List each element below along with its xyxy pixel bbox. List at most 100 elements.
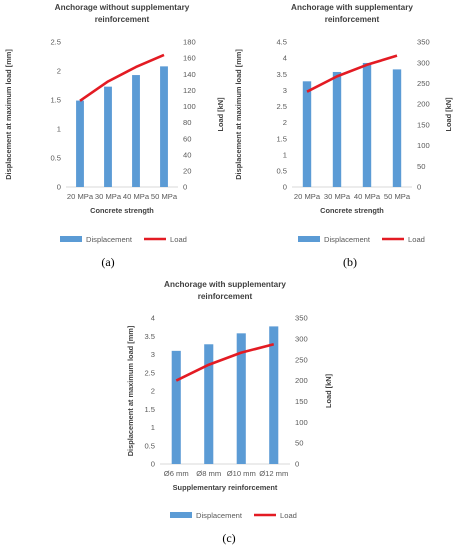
y-axis-label: Displacement at maximum load [mm] xyxy=(4,49,13,180)
y2-tick-label: 40 xyxy=(183,150,191,159)
x-tick-label: 30 MPa xyxy=(324,192,351,201)
legend-label-load: Load xyxy=(408,235,425,244)
x-tick-label: 50 MPa xyxy=(384,192,411,201)
y2-axis-label: Load [kN] xyxy=(444,97,453,132)
y2-tick-label: 60 xyxy=(183,134,191,143)
y2-tick-label: 350 xyxy=(417,38,430,47)
y2-tick-label: 120 xyxy=(183,86,196,95)
x-tick-label: 50 MPa xyxy=(151,192,178,201)
legend-swatch-displacement xyxy=(298,236,320,242)
y2-tick-label: 100 xyxy=(183,102,196,111)
y2-axis-label: Load [kN] xyxy=(216,97,225,132)
y2-tick-label: 0 xyxy=(183,183,187,192)
y-tick-label: 0.5 xyxy=(50,154,61,163)
x-tick-label: 20 MPa xyxy=(294,192,321,201)
bar-displacement xyxy=(236,333,246,464)
y2-tick-label: 300 xyxy=(295,334,308,343)
legend-label-load: Load xyxy=(280,511,297,520)
y-tick-label: 1 xyxy=(283,150,287,159)
y2-tick-label: 140 xyxy=(183,70,196,79)
y-tick-label: 2.5 xyxy=(50,38,61,47)
legend-label-displacement: Displacement xyxy=(86,235,133,244)
caption-a: (a) xyxy=(101,255,114,269)
y-tick-label: 2 xyxy=(283,118,287,127)
bar-displacement xyxy=(332,71,342,187)
x-tick-label: Ø12 mm xyxy=(259,469,288,478)
y2-tick-label: 100 xyxy=(295,418,308,427)
y2-tick-label: 250 xyxy=(417,79,430,88)
x-tick-label: 20 MPa xyxy=(67,192,94,201)
caption-b: (b) xyxy=(343,255,357,269)
y-tick-label: 0.5 xyxy=(144,441,155,450)
x-axis-label: Concrete strength xyxy=(90,206,154,215)
x-tick-label: Ø8 mm xyxy=(196,469,221,478)
bar-displacement xyxy=(104,86,112,187)
y2-tick-label: 150 xyxy=(417,120,430,129)
y2-tick-label: 150 xyxy=(295,397,308,406)
chart-c: Anchorage with supplementary reinforcemen… xyxy=(126,280,333,520)
bar-displacement xyxy=(76,100,84,187)
chart-title: reinforcement xyxy=(325,15,380,24)
y2-tick-label: 300 xyxy=(417,58,430,67)
line-load xyxy=(306,54,398,93)
y-tick-label: 0 xyxy=(57,183,61,192)
y-tick-label: 3 xyxy=(151,350,155,359)
y-axis-label: Displacement at maximum load [mm] xyxy=(234,49,243,180)
y-tick-label: 0.5 xyxy=(276,166,287,175)
chart-title: Anchorage without supplementary xyxy=(55,3,190,12)
y2-tick-label: 100 xyxy=(417,141,430,150)
y2-tick-label: 180 xyxy=(183,38,196,47)
bar-displacement xyxy=(392,69,402,187)
bar-displacement xyxy=(269,326,279,464)
y2-tick-label: 80 xyxy=(183,118,191,127)
y-axis-label: Displacement at maximum load [mm] xyxy=(126,325,135,456)
x-tick-label: 30 MPa xyxy=(95,192,122,201)
y-tick-label: 1.5 xyxy=(50,96,61,105)
y-tick-label: 1 xyxy=(57,125,61,134)
bar-displacement xyxy=(171,350,181,464)
legend-label-displacement: Displacement xyxy=(324,235,371,244)
line-load xyxy=(79,53,165,102)
y-tick-label: 1.5 xyxy=(144,405,155,414)
bar-displacement xyxy=(302,81,312,187)
y-tick-label: 3.5 xyxy=(144,332,155,341)
y-tick-label: 0 xyxy=(283,183,287,192)
x-axis-label: Concrete strength xyxy=(320,206,384,215)
y2-tick-label: 200 xyxy=(295,376,308,385)
y2-axis-label: Load [kN] xyxy=(324,373,333,408)
bar-displacement xyxy=(204,344,214,464)
y-tick-label: 1 xyxy=(151,423,155,432)
y-tick-label: 4 xyxy=(151,314,155,323)
y-tick-label: 2.5 xyxy=(144,368,155,377)
x-tick-label: Ø10 mm xyxy=(227,469,256,478)
y-tick-label: 3.5 xyxy=(276,70,287,79)
bar-displacement xyxy=(132,75,140,187)
legend-label-displacement: Displacement xyxy=(196,511,243,520)
legend-label-load: Load xyxy=(170,235,187,244)
chart-title: reinforcement xyxy=(198,292,253,301)
y-tick-label: 2 xyxy=(151,387,155,396)
y-tick-label: 4 xyxy=(283,54,287,63)
y-tick-label: 1.5 xyxy=(276,134,287,143)
chart-b: Anchorage with supplementary reinforcemen… xyxy=(234,3,453,244)
caption-c: (c) xyxy=(222,531,235,545)
chart-title: Anchorage with supplementary xyxy=(291,3,413,12)
y-tick-label: 2.5 xyxy=(276,102,287,111)
chart-a: Anchorage without supplementary reinforce… xyxy=(4,3,225,244)
legend-swatch-displacement xyxy=(170,512,192,518)
y-tick-label: 2 xyxy=(57,67,61,76)
x-tick-label: Ø6 mm xyxy=(164,469,189,478)
y2-tick-label: 350 xyxy=(295,314,308,323)
x-tick-label: 40 MPa xyxy=(123,192,150,201)
y2-tick-label: 20 xyxy=(183,166,191,175)
y-tick-label: 3 xyxy=(283,86,287,95)
legend-swatch-displacement xyxy=(60,236,82,242)
bar-displacement xyxy=(362,62,372,187)
y2-tick-label: 0 xyxy=(417,183,421,192)
y2-tick-label: 160 xyxy=(183,54,196,63)
y-tick-label: 0 xyxy=(151,460,155,469)
y2-tick-label: 50 xyxy=(295,439,303,448)
chart-title: Anchorage with supplementary xyxy=(164,280,286,289)
line-load xyxy=(175,343,275,382)
